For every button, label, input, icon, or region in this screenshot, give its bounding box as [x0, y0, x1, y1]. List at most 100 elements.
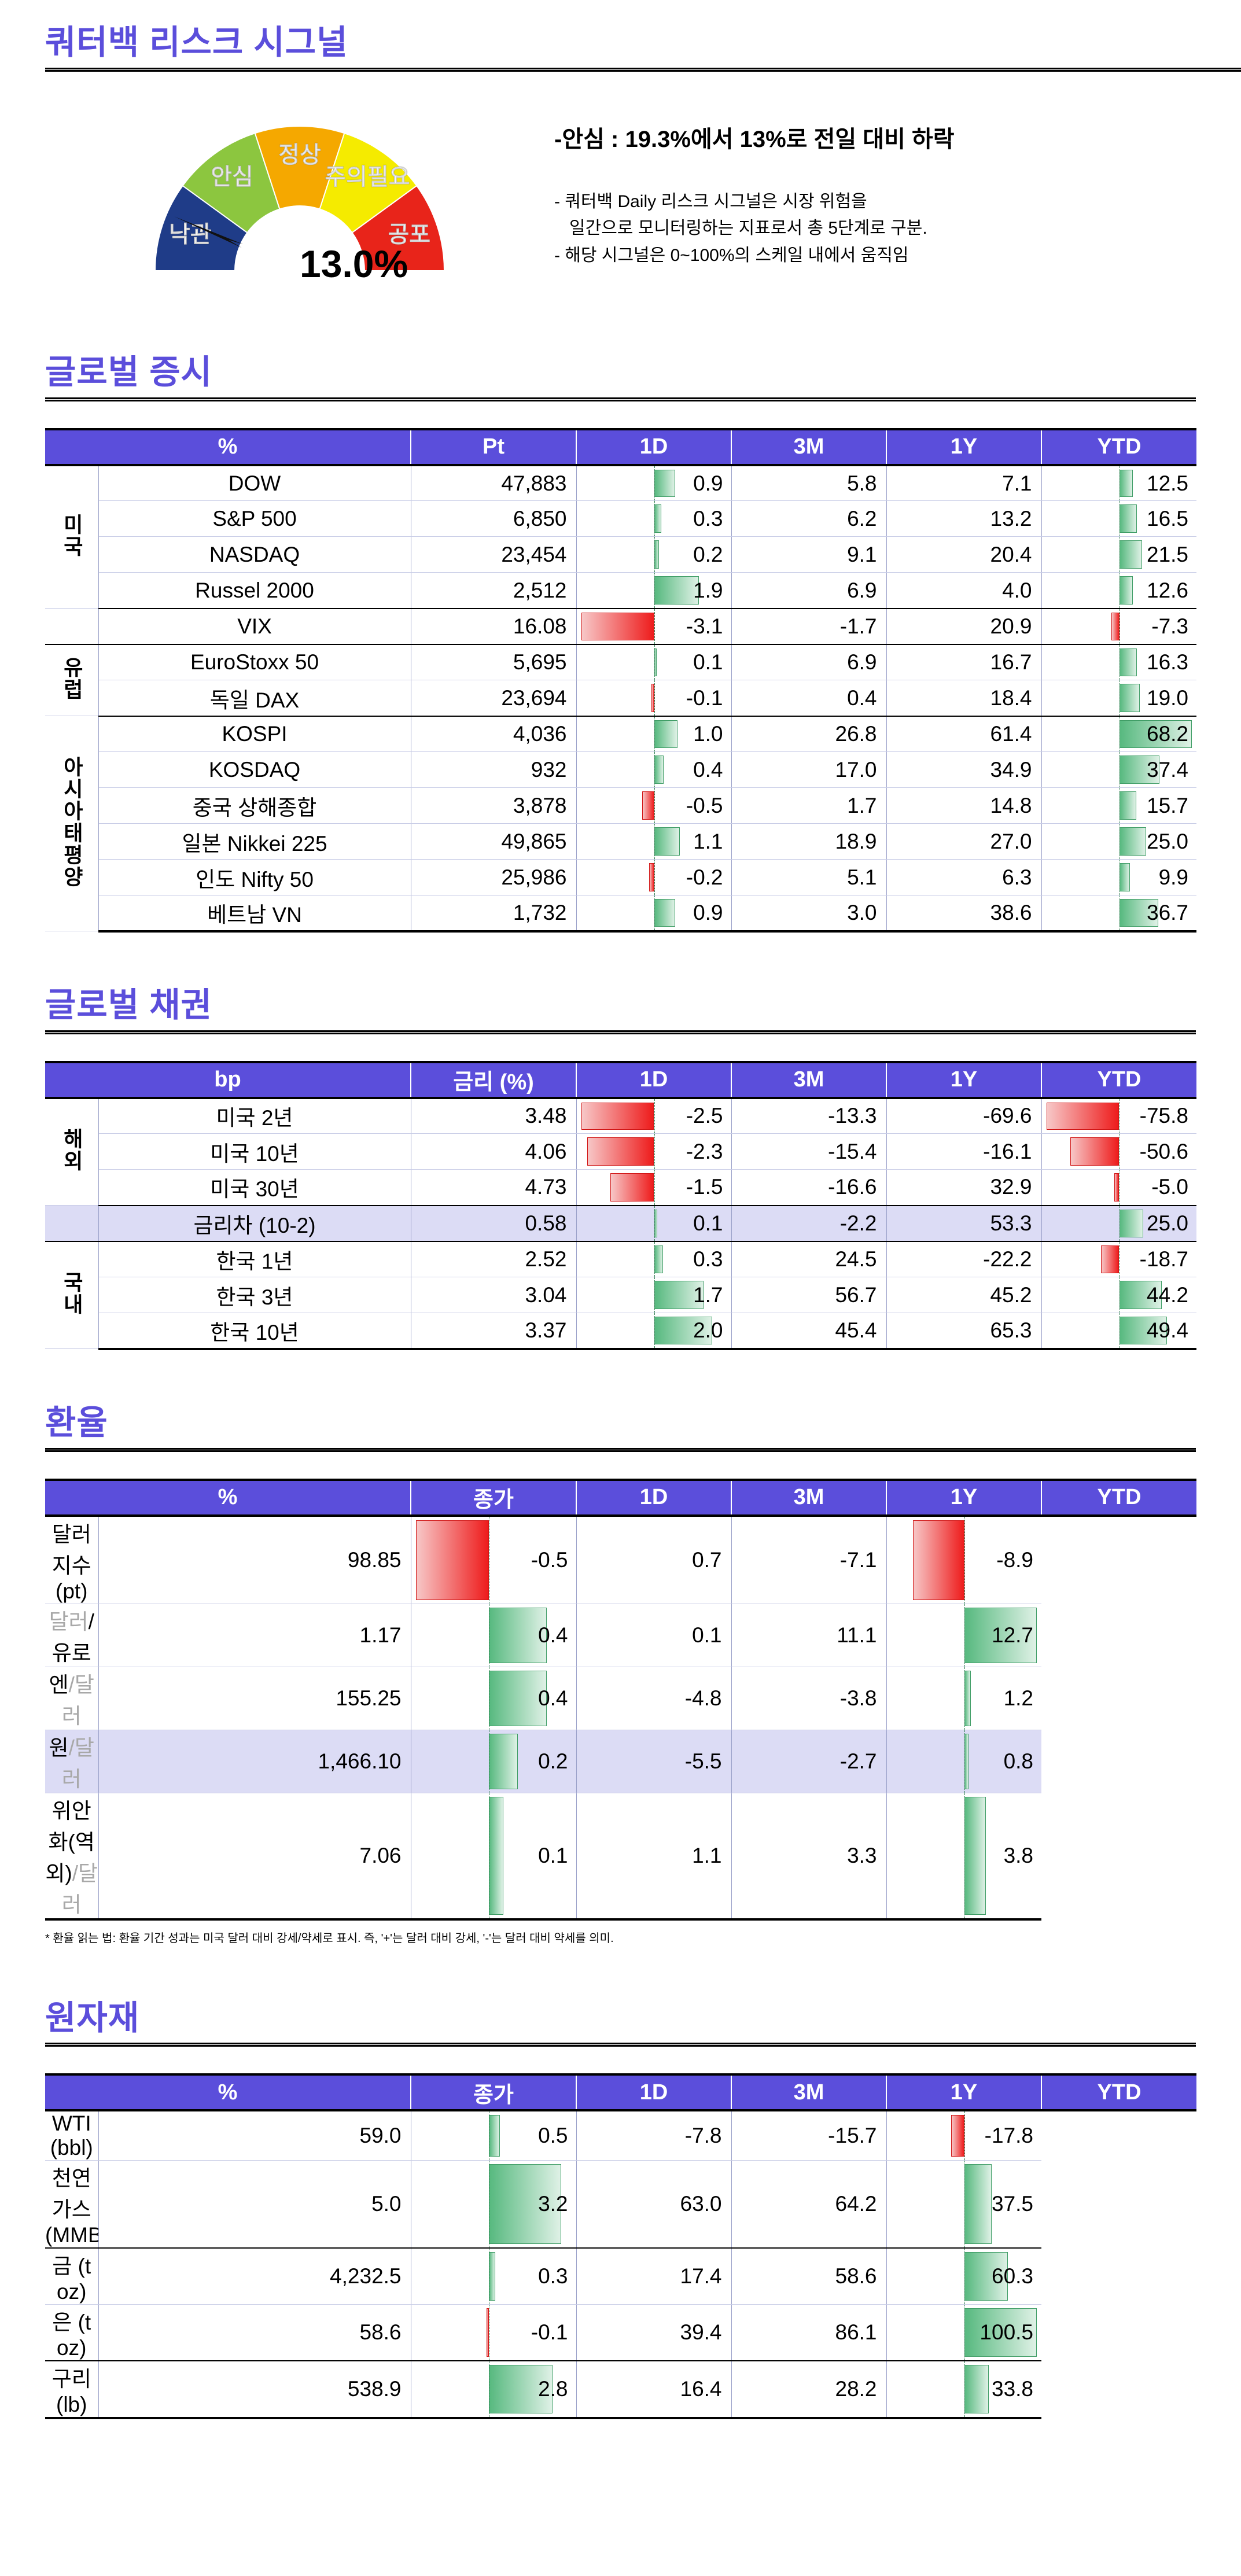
- cell-3m: -7.8: [576, 2110, 732, 2161]
- row-value: 5,695: [410, 644, 577, 681]
- data-bar: [654, 504, 661, 533]
- cell-number: 16.5: [1147, 506, 1189, 530]
- col-header-: %: [45, 1478, 411, 1517]
- row-value: 3.48: [410, 1097, 576, 1134]
- table-row: 한국 3년 3.04 1.7 56.7 45.2 44.2: [45, 1277, 1196, 1314]
- data-bar: [1119, 791, 1136, 820]
- cell-1d: -0.5: [410, 1515, 577, 1604]
- table-row: 천연가스 (MMBtu)5.0 3.2 63.064.2 37.5: [45, 2160, 1196, 2249]
- row-value: 0.58: [410, 1205, 576, 1242]
- table-row: S&P 500 6,850 0.3 6.2 13.2 16.5: [45, 500, 1197, 537]
- cell-1y: 34.9: [886, 751, 1042, 788]
- cell-number: 19.0: [1147, 686, 1189, 710]
- cell-3m: 39.4: [576, 2304, 732, 2362]
- cell-ytd: -50.6: [1041, 1133, 1196, 1170]
- row-category: 미국: [45, 465, 99, 609]
- table-row: 해외 미국 2년 3.48 -2.5 -13.3 -69.6 -75.8: [45, 1097, 1196, 1206]
- row-value: 932: [410, 751, 577, 788]
- col-header-: %: [45, 428, 411, 466]
- cell-3m: 0.1: [576, 1604, 732, 1667]
- bar-axis: [964, 2305, 965, 2360]
- data-bar: [654, 756, 664, 784]
- cell-1y: 20.4: [886, 536, 1042, 573]
- cell-number: 1.2: [1003, 1686, 1034, 1710]
- section-title-fx: 환율: [45, 1403, 108, 1442]
- cell-3m: -4.8: [576, 1667, 732, 1730]
- cell-ytd: 36.7: [1041, 895, 1197, 933]
- bar-axis: [654, 609, 655, 643]
- cell-ytd: 100.5: [886, 2304, 1042, 2362]
- cell-ytd: 37.5: [886, 2160, 1042, 2249]
- bar-axis: [964, 1516, 965, 1604]
- cell-number: 0.2: [538, 1749, 568, 1773]
- cell-number: 0.1: [693, 1211, 723, 1235]
- cell-1d: 1.9: [576, 572, 732, 609]
- data-bar: [488, 1607, 547, 1663]
- cell-ytd: -7.3: [1041, 608, 1197, 645]
- cell-1d: 0.1: [576, 1205, 731, 1242]
- cell-number: -75.8: [1139, 1104, 1188, 1128]
- data-bar: [964, 2252, 1008, 2301]
- data-bar: [1119, 684, 1140, 712]
- data-bar: [1111, 612, 1120, 640]
- data-bar: [654, 576, 699, 605]
- cell-ytd: 12.5: [1041, 465, 1197, 502]
- cell-1y: 7.1: [886, 465, 1042, 502]
- title-divider: [45, 67, 1241, 72]
- cell-number: -8.9: [996, 1547, 1034, 1572]
- cell-ytd: 16.3: [1041, 644, 1197, 681]
- cell-number: 16.3: [1147, 650, 1189, 675]
- cell-number: 1.0: [693, 722, 723, 746]
- data-bar: [1119, 827, 1146, 856]
- cell-1d: 0.4: [576, 751, 732, 788]
- col-header-1y: 1Y: [886, 1060, 1041, 1099]
- cell-3m: 26.8: [731, 716, 887, 753]
- col-header-ytd: YTD: [1041, 1060, 1196, 1099]
- page-title: 쿼터백 리스크 시그널: [45, 24, 348, 61]
- cell-ytd: 1.2: [886, 1667, 1042, 1730]
- cell-1y: 61.4: [886, 716, 1042, 753]
- cell-1d: -0.2: [576, 859, 732, 896]
- cell-3m: -2.2: [731, 1205, 886, 1242]
- cell-3m: 3.0: [731, 895, 887, 933]
- table-commodities: % 종가 1D 3M 1Y YTD WTI (bbl) 59.0 0.5 -7.8 -15.7 -17…: [45, 2073, 1197, 2420]
- row-value: 3.04: [410, 1277, 576, 1314]
- gauge-label-2: 정상: [278, 142, 321, 168]
- cell-ytd: -5.0: [1041, 1169, 1196, 1206]
- row-label: EuroStoxx 50: [98, 644, 411, 681]
- bar-axis: [654, 573, 655, 607]
- gauge-segments: [154, 125, 445, 271]
- cell-ytd: -17.8: [886, 2110, 1042, 2161]
- risk-summary-text: -안심 : 19.3%에서 13%로 전일 대비 하락: [554, 126, 955, 152]
- gauge-label-3: 주의필요: [325, 164, 410, 190]
- data-bar: [486, 2308, 489, 2357]
- data-bar: [1070, 1137, 1120, 1166]
- cell-number: 0.8: [1003, 1749, 1034, 1773]
- cell-number: -0.2: [686, 865, 723, 889]
- bar-axis: [964, 2111, 965, 2160]
- cell-number: 12.5: [1147, 471, 1189, 495]
- cell-1d: 0.3: [410, 2248, 577, 2305]
- bar-axis: [654, 1099, 655, 1133]
- cell-1d: -1.5: [576, 1169, 731, 1206]
- cell-1y: 6.3: [886, 859, 1042, 896]
- table-wrap-commodities: % 종가 1D 3M 1Y YTD WTI (bbl) 59.0 0.5 -7.8 -15.7 -17…: [45, 2073, 1197, 2420]
- cell-1d: 1.1: [576, 823, 732, 860]
- row-value: 4,232.5: [98, 2248, 411, 2305]
- data-bar: [581, 1102, 654, 1130]
- row-label: 인도 Nifty 50: [98, 859, 411, 896]
- bar-axis: [964, 1793, 965, 1917]
- table-row: 유럽 EuroStoxx 50 5,695 0.1 6.9 16.7 16.3: [45, 644, 1197, 717]
- table-row: VIX 16.08 -3.1 -1.7 20.9 -7.3: [45, 608, 1197, 645]
- cell-number: -18.7: [1139, 1247, 1188, 1271]
- cell-number: 44.2: [1146, 1283, 1188, 1307]
- row-label: 독일 DAX: [98, 680, 411, 717]
- row-value: 25,986: [410, 859, 577, 896]
- row-label: 중국 상해종합: [98, 787, 411, 824]
- data-bar: [1119, 504, 1137, 533]
- report-header: 쿼터백 리스크 시그널 낙관 안심 정상 주의필요 공포 13.0% -안심 : 19.…: [0, 0, 1241, 300]
- cell-1y: -16.1: [886, 1133, 1041, 1170]
- data-bar: [651, 684, 654, 712]
